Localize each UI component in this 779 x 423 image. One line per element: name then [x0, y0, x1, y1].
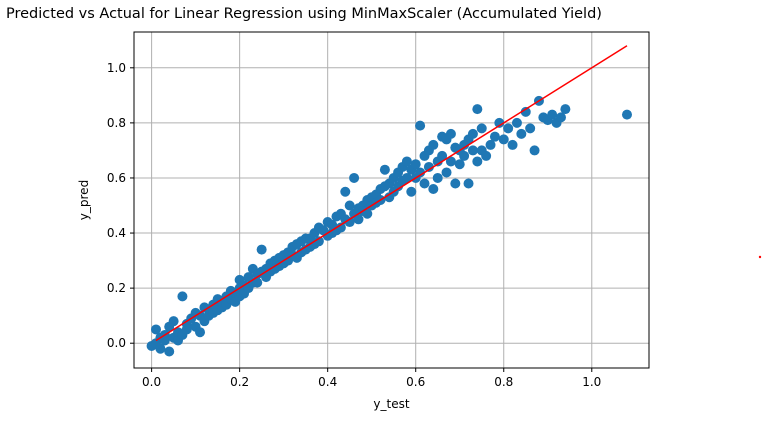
axis-ticks: 0.0 0.2 0.4 0.6 0.8 1.0 0.0 0.2 0.4 0.6 0.8 1.0	[107, 61, 601, 389]
x-axis-label: y_test	[373, 397, 409, 411]
data-point	[445, 128, 456, 139]
data-point	[450, 178, 461, 189]
data-point	[401, 172, 412, 183]
data-point	[485, 139, 496, 150]
reference-line-group	[155, 45, 628, 342]
data-point	[159, 335, 170, 346]
x-tick-label: 0.2	[230, 375, 249, 389]
data-point	[476, 123, 487, 134]
data-point	[489, 131, 500, 142]
data-point	[560, 104, 571, 115]
data-point	[419, 178, 430, 189]
y-tick-label: 0.8	[107, 116, 126, 130]
data-point	[507, 139, 518, 150]
data-point	[437, 150, 448, 161]
data-point	[472, 156, 483, 167]
data-point	[494, 117, 505, 128]
data-point	[415, 120, 426, 131]
data-point	[340, 186, 351, 197]
reference-line	[155, 45, 628, 342]
y-axis-label: y_pred	[77, 180, 91, 220]
data-point	[555, 112, 566, 123]
data-point	[525, 123, 536, 134]
data-point	[344, 217, 355, 228]
data-point	[463, 178, 474, 189]
x-tick-label: 0.6	[406, 375, 425, 389]
data-point	[516, 128, 527, 139]
x-tick-label: 0.8	[494, 375, 513, 389]
data-point	[335, 222, 346, 233]
data-point	[164, 346, 175, 357]
chart-title: Predicted vs Actual for Linear Regressio…	[6, 6, 602, 22]
y-tick-label: 0.6	[107, 171, 126, 185]
data-point	[256, 244, 267, 255]
y-tick-label: 0.4	[107, 226, 126, 240]
data-points	[146, 95, 632, 357]
data-point	[520, 106, 531, 117]
data-point	[379, 164, 390, 175]
plot-area-frame	[133, 31, 650, 369]
x-tick-label: 1.0	[582, 375, 601, 389]
data-point	[313, 236, 324, 247]
data-point	[410, 159, 421, 170]
data-point	[621, 109, 632, 120]
data-point	[454, 159, 465, 170]
data-point	[503, 123, 514, 134]
data-point	[406, 186, 417, 197]
data-point	[344, 200, 355, 211]
data-point	[467, 128, 478, 139]
data-point	[252, 277, 263, 288]
data-point	[432, 172, 443, 183]
data-point	[151, 324, 162, 335]
y-tick-label: 0.2	[107, 281, 126, 295]
data-point	[401, 156, 412, 167]
data-point	[181, 324, 192, 335]
data-point	[529, 145, 540, 156]
data-point	[168, 316, 179, 327]
data-point	[423, 161, 434, 172]
data-point	[428, 183, 439, 194]
data-point	[481, 150, 492, 161]
data-point	[428, 139, 439, 150]
data-point	[441, 167, 452, 178]
data-point	[362, 208, 373, 219]
data-point	[353, 214, 364, 225]
data-point	[445, 156, 456, 167]
data-point	[472, 104, 483, 115]
data-point	[349, 172, 360, 183]
stray-red-dot	[758, 255, 762, 259]
x-tick-label: 0.0	[142, 375, 161, 389]
data-point	[415, 167, 426, 178]
y-tick-label: 0.0	[107, 336, 126, 350]
data-point	[467, 145, 478, 156]
y-tick-label: 1.0	[107, 61, 126, 75]
x-tick-label: 0.4	[318, 375, 337, 389]
data-point	[195, 327, 206, 338]
data-point	[459, 150, 470, 161]
data-point	[155, 343, 166, 354]
data-point	[498, 134, 509, 145]
data-point	[177, 291, 188, 302]
data-point	[547, 109, 558, 120]
data-point	[511, 117, 522, 128]
